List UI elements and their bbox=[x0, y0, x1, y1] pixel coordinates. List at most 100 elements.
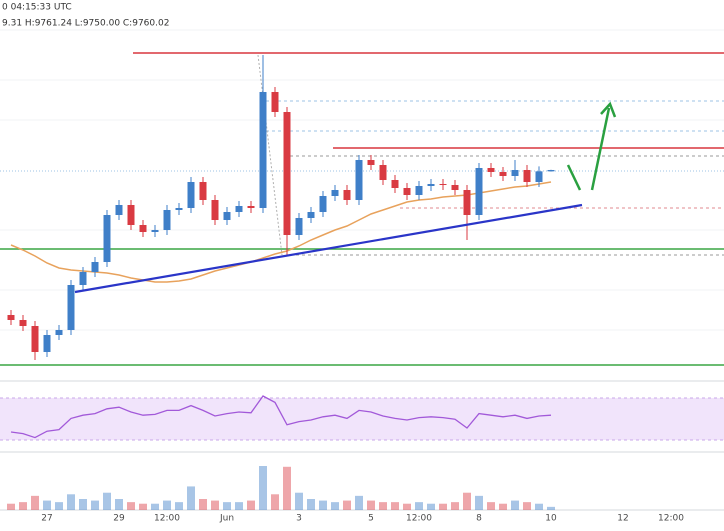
candle-body bbox=[415, 186, 423, 195]
x-tick-label: 12 bbox=[617, 514, 628, 524]
volume-bar bbox=[367, 500, 375, 510]
candle-body bbox=[91, 262, 99, 272]
candle-body bbox=[487, 168, 495, 172]
volume-bar bbox=[307, 499, 315, 510]
volume-bar bbox=[547, 506, 555, 510]
volume-bar bbox=[403, 503, 411, 510]
volume-bar bbox=[127, 502, 135, 510]
volume-bar bbox=[355, 495, 363, 510]
candle-body bbox=[67, 285, 75, 330]
candle-body bbox=[343, 190, 351, 200]
volume-bar bbox=[451, 502, 459, 510]
x-tick-label: Jun bbox=[219, 514, 234, 524]
volume-bar bbox=[283, 466, 291, 510]
candle-body bbox=[391, 180, 399, 188]
volume-bar bbox=[271, 494, 279, 510]
candle-body bbox=[319, 196, 327, 212]
candle-body bbox=[187, 182, 195, 208]
volume-bar bbox=[199, 499, 207, 510]
arrow-head bbox=[600, 101, 617, 118]
x-tick-label: 27 bbox=[41, 514, 52, 524]
volume-bar bbox=[187, 486, 195, 510]
candle-body bbox=[223, 212, 231, 220]
arrow-up bbox=[590, 107, 611, 191]
rsi-band bbox=[0, 398, 724, 440]
x-axis: 27 29 12:00 Jun 3 5 12:00 8 10 12 12:00 bbox=[41, 514, 684, 524]
volume-bar bbox=[511, 500, 519, 510]
candle-body bbox=[427, 184, 435, 186]
volume-bar bbox=[259, 466, 267, 510]
candle-body bbox=[103, 215, 111, 262]
volume-bar bbox=[319, 500, 327, 510]
candle-body bbox=[7, 315, 15, 320]
candle-body bbox=[271, 92, 279, 112]
volume-bar bbox=[427, 503, 435, 510]
candle-body bbox=[199, 182, 207, 200]
volume-bar bbox=[175, 502, 183, 510]
candle-body bbox=[331, 190, 339, 196]
candle-body bbox=[259, 92, 267, 208]
plot-area bbox=[7, 55, 555, 360]
volume-bar bbox=[7, 503, 15, 510]
volume-bar bbox=[139, 503, 147, 510]
candle-body bbox=[439, 184, 447, 185]
trend-line bbox=[74, 203, 583, 294]
candle-body bbox=[295, 218, 303, 235]
candle-body bbox=[211, 200, 219, 220]
candle-body bbox=[151, 230, 159, 232]
volume-bar bbox=[475, 495, 483, 510]
candle-body bbox=[511, 170, 519, 176]
candle-body bbox=[127, 205, 135, 225]
volume-bar bbox=[499, 503, 507, 510]
volume-bar bbox=[487, 502, 495, 510]
candle-body bbox=[535, 171, 543, 182]
volume-bar bbox=[163, 500, 171, 510]
arrow-down bbox=[566, 164, 582, 191]
x-tick-label: 3 bbox=[296, 514, 302, 524]
x-tick-label: 5 bbox=[368, 514, 374, 524]
volume-bar bbox=[55, 502, 63, 510]
volume-bar bbox=[31, 495, 39, 510]
x-tick-label: 12:00 bbox=[658, 514, 684, 524]
volume-bar bbox=[79, 499, 87, 510]
volume-panel bbox=[7, 466, 555, 510]
moving-average bbox=[10, 181, 552, 283]
volume-bar bbox=[103, 492, 111, 510]
candle-body bbox=[19, 320, 27, 326]
volume-bar bbox=[67, 494, 75, 510]
x-tick-label: 12:00 bbox=[154, 514, 180, 524]
header-time: 0 04:15:33 UTC bbox=[2, 3, 72, 13]
rsi-line bbox=[10, 395, 552, 439]
volume-bar bbox=[415, 502, 423, 510]
volume-bar bbox=[223, 502, 231, 510]
candle-body bbox=[235, 206, 243, 212]
candle-body bbox=[79, 272, 87, 285]
candle-body bbox=[163, 210, 171, 230]
candle-body bbox=[547, 169, 555, 172]
candle-body bbox=[115, 205, 123, 215]
volume-bar bbox=[19, 502, 27, 510]
measure-line bbox=[257, 54, 283, 256]
volume-bar bbox=[235, 502, 243, 510]
candle-body bbox=[307, 212, 315, 218]
candle-body bbox=[283, 112, 291, 235]
candle-body bbox=[403, 188, 411, 195]
candle-body bbox=[367, 160, 375, 165]
candle-body bbox=[355, 160, 363, 200]
candle-body bbox=[247, 206, 255, 208]
x-tick-label: 12:00 bbox=[406, 514, 432, 524]
volume-bar bbox=[295, 492, 303, 510]
header-ohlc: 9.31 H:9761.24 L:9750.00 C:9760.02 bbox=[2, 19, 169, 29]
volume-bar bbox=[463, 492, 471, 510]
candle-body bbox=[139, 225, 147, 232]
candle-body bbox=[475, 168, 483, 215]
volume-bar bbox=[43, 500, 51, 510]
candle-body bbox=[43, 335, 51, 352]
volume-bar bbox=[115, 499, 123, 510]
volume-bar bbox=[247, 500, 255, 510]
candle-body bbox=[31, 326, 39, 352]
grid bbox=[0, 29, 724, 331]
volume-bar bbox=[439, 503, 447, 510]
volume-bar bbox=[91, 500, 99, 510]
